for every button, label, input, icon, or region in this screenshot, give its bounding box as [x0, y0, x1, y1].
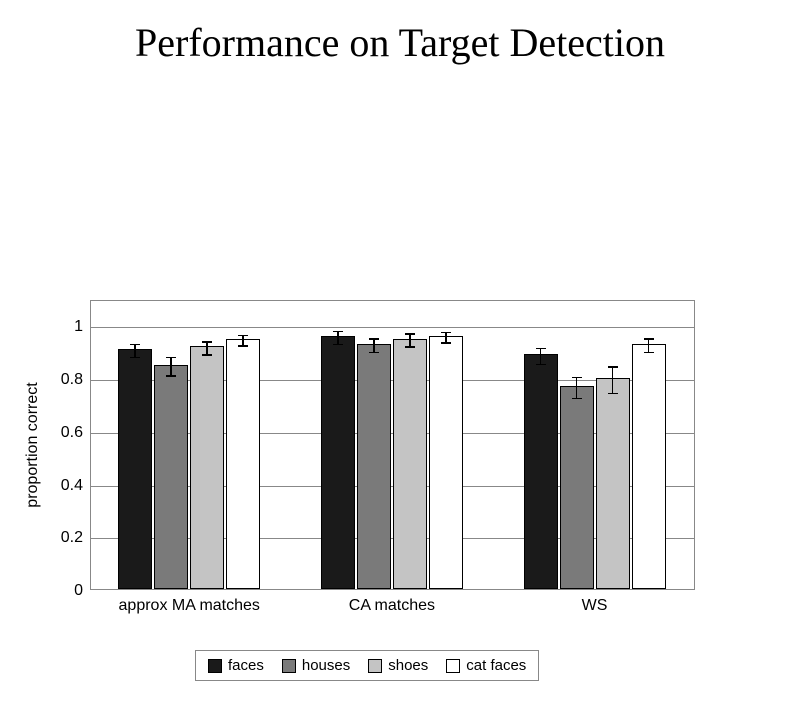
y-tick-label: 0.6	[61, 424, 91, 442]
error-cap	[536, 348, 546, 350]
legend-label: houses	[302, 657, 350, 674]
error-bar	[134, 345, 136, 358]
x-category-label: WS	[582, 589, 608, 615]
error-cap	[166, 357, 176, 359]
error-cap	[644, 352, 654, 354]
chart-page: Performance on Target Detection proporti…	[0, 0, 800, 717]
error-cap	[572, 398, 582, 400]
legend-item: houses	[282, 657, 350, 674]
legend-label: cat faces	[466, 657, 526, 674]
error-cap	[644, 338, 654, 340]
bars-layer	[91, 301, 694, 589]
error-cap	[238, 345, 248, 347]
error-cap	[608, 366, 618, 368]
legend-swatch	[368, 659, 382, 673]
error-cap	[130, 357, 140, 359]
error-cap	[166, 375, 176, 377]
error-bar	[648, 339, 650, 352]
bar	[632, 344, 666, 589]
y-tick-label: 0	[74, 582, 91, 600]
error-bar	[409, 334, 411, 347]
bar	[321, 336, 355, 589]
error-bar	[206, 342, 208, 355]
y-tick-label: 1	[74, 318, 91, 336]
x-category-label: CA matches	[349, 589, 435, 615]
bar	[118, 349, 152, 589]
error-cap	[202, 341, 212, 343]
y-tick-label: 0.4	[61, 477, 91, 495]
error-cap	[130, 344, 140, 346]
bar	[429, 336, 463, 589]
error-cap	[333, 331, 343, 333]
legend: faces houses shoes cat faces	[195, 650, 539, 681]
bar	[524, 354, 558, 589]
legend-swatch	[282, 659, 296, 673]
error-cap	[441, 332, 451, 334]
error-cap	[369, 352, 379, 354]
bar	[560, 386, 594, 589]
error-cap	[369, 338, 379, 340]
x-category-label: approx MA matches	[119, 589, 260, 615]
error-bar	[612, 367, 614, 393]
legend-item: shoes	[368, 657, 428, 674]
error-cap	[333, 344, 343, 346]
legend-item: cat faces	[446, 657, 526, 674]
error-bar	[170, 358, 172, 376]
legend-label: shoes	[388, 657, 428, 674]
error-cap	[536, 364, 546, 366]
legend-label: faces	[228, 657, 264, 674]
error-bar	[540, 348, 542, 364]
error-cap	[405, 333, 415, 335]
error-bar	[576, 377, 578, 398]
error-cap	[572, 377, 582, 379]
legend-swatch	[208, 659, 222, 673]
error-cap	[441, 342, 451, 344]
bar	[357, 344, 391, 589]
plot-area: 00.20.40.60.81 approx MA matchesCA match…	[90, 300, 695, 590]
bar	[393, 339, 427, 589]
legend-swatch	[446, 659, 460, 673]
bar	[596, 378, 630, 589]
error-cap	[238, 335, 248, 337]
y-tick-label: 0.8	[61, 371, 91, 389]
bar	[154, 365, 188, 589]
y-axis-label: proportion correct	[24, 382, 42, 507]
legend-item: faces	[208, 657, 264, 674]
error-bar	[337, 331, 339, 344]
error-cap	[202, 354, 212, 356]
error-bar	[373, 339, 375, 352]
chart-title: Performance on Target Detection	[0, 20, 800, 66]
bar	[226, 339, 260, 589]
error-cap	[405, 346, 415, 348]
error-cap	[608, 393, 618, 395]
bar	[190, 346, 224, 589]
y-tick-label: 0.2	[61, 529, 91, 547]
